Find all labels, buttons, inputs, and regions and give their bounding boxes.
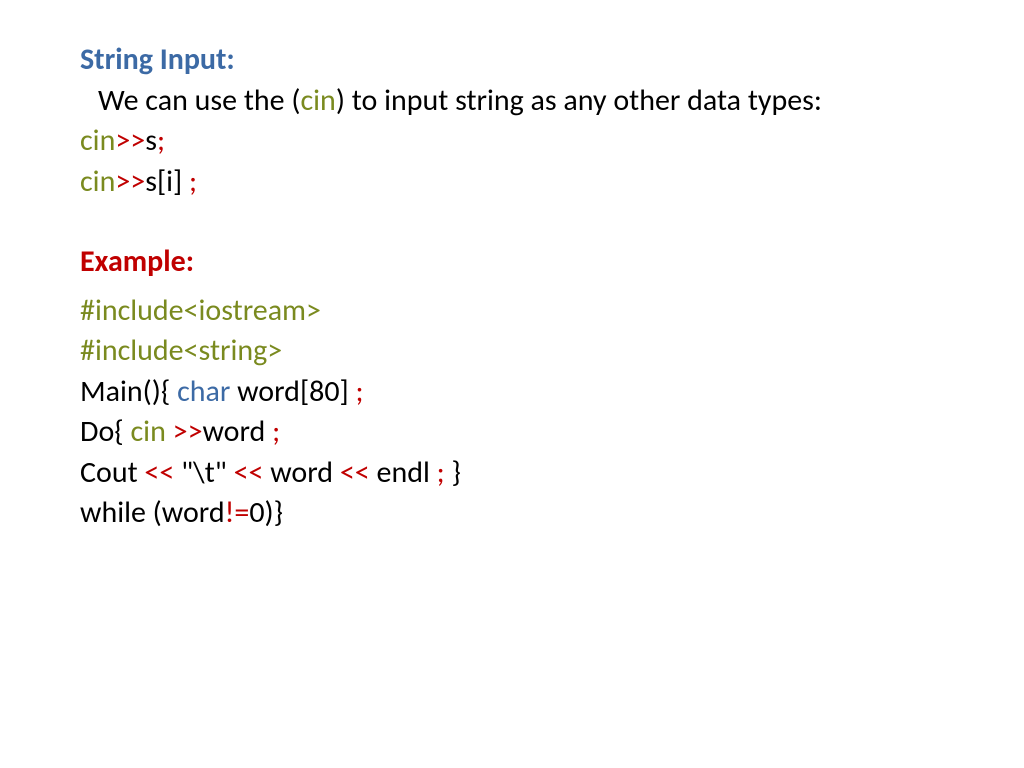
section-example: Example: #include<iostream> #include<str… (80, 242, 944, 534)
code-main: Main(){ char word[80] ; (80, 372, 944, 413)
body-line-1: We can use the (cin) to input string as … (80, 81, 944, 122)
code-while: while (word!=0)} (80, 493, 944, 534)
spacer (80, 202, 944, 242)
body-line-3: cin>>s[i] ; (80, 162, 944, 203)
code-include-2: #include<string> (80, 331, 944, 372)
code-include-1: #include<iostream> (80, 291, 944, 332)
slide-content: String Input: We can use the (cin) to in… (0, 0, 1024, 574)
small-spacer (80, 283, 944, 291)
body-line-2: cin>>s; (80, 121, 944, 162)
heading-example: Example: (80, 242, 944, 283)
heading-string-input: String Input: (80, 40, 944, 81)
section-string-input: String Input: We can use the (cin) to in… (80, 40, 944, 202)
code-do: Do{ cin >>word ; (80, 412, 944, 453)
code-cout: Cout << "\t" << word << endl ; } (80, 453, 944, 494)
